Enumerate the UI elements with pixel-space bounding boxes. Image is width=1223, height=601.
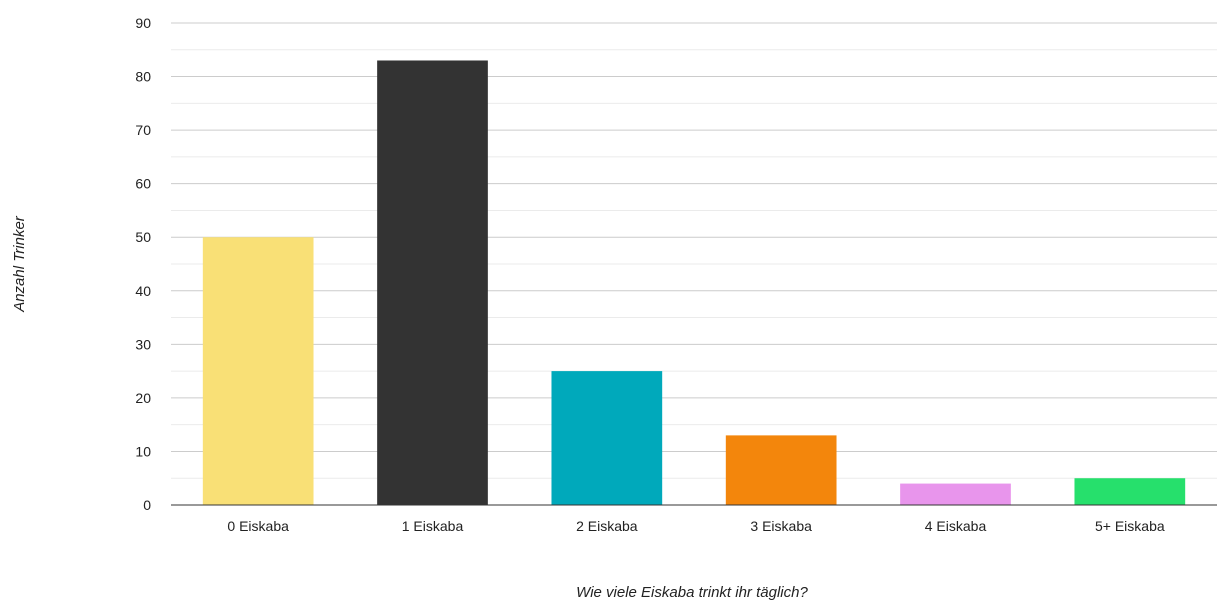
y-tick-label: 10: [135, 443, 151, 459]
y-tick-label: 20: [135, 390, 151, 406]
gridlines: [171, 22, 1217, 479]
bar-1: [202, 237, 314, 505]
x-tick-label: 1 Eiskaba: [402, 518, 464, 534]
y-tick-label: 40: [135, 283, 151, 299]
x-tick-label: 4 Eiskaba: [925, 518, 987, 534]
bar-5: [900, 483, 1011, 505]
x-tick-labels: 0 Eiskaba 1 Eiskaba 2 Eiskaba 3 Eiskaba 4 Ei…: [227, 518, 1164, 534]
y-tick-labels: 0 10 20 30 40 50 60 70 80 90: [135, 15, 151, 513]
x-tick-label: 5+ Eiskaba: [1095, 518, 1165, 534]
y-tick-label: 30: [135, 336, 151, 352]
bars: [202, 60, 1186, 505]
x-tick-label: 3 Eiskaba: [750, 518, 812, 534]
bar-6: [1074, 478, 1186, 505]
y-tick-label: 0: [143, 497, 151, 513]
x-tick-label: 0 Eiskaba: [227, 518, 289, 534]
x-tick-label: 2 Eiskaba: [576, 518, 638, 534]
y-tick-label: 80: [135, 69, 151, 85]
bar-3: [551, 371, 663, 505]
bar-2: [377, 60, 488, 505]
bar-4: [725, 435, 837, 505]
y-tick-label: 70: [135, 122, 151, 138]
y-tick-label: 90: [135, 15, 151, 31]
y-tick-label: 60: [135, 176, 151, 192]
x-axis-title: Wie viele Eiskaba trinkt ihr täglich?: [576, 584, 808, 601]
y-tick-label: 50: [135, 229, 151, 245]
y-axis-title: Anzahl Trinker: [11, 215, 28, 313]
